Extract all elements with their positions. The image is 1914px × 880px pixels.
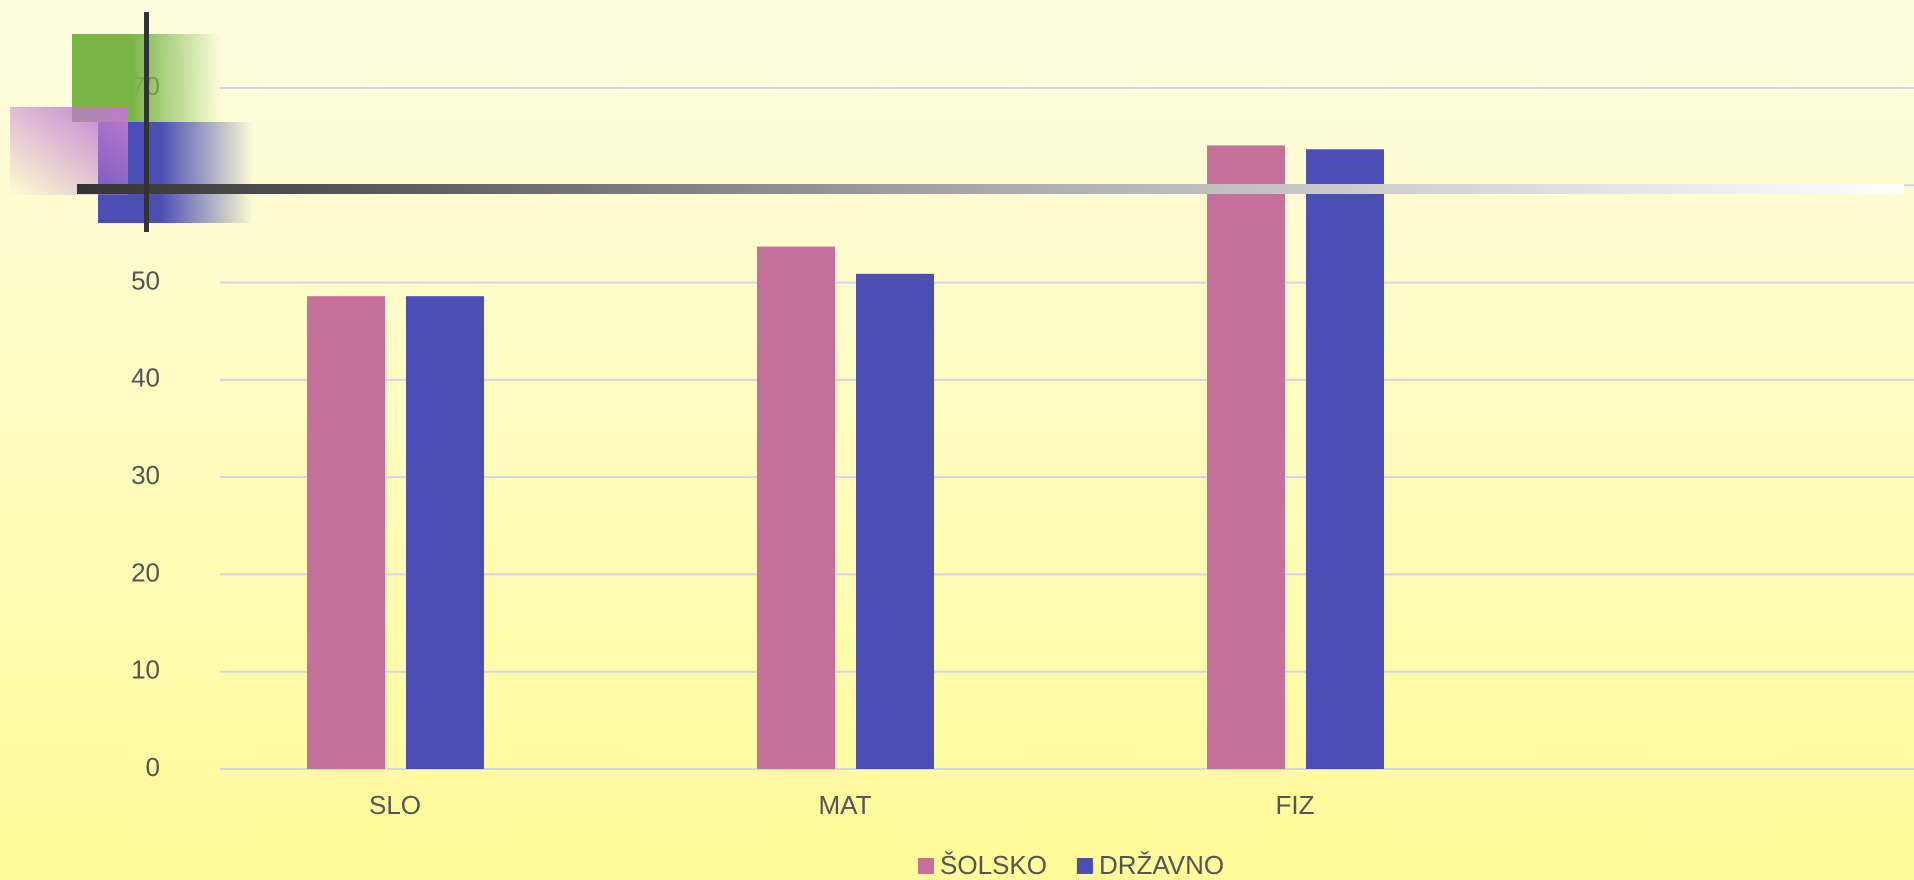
y-tick-label: 50 xyxy=(131,265,160,295)
legend-swatch xyxy=(918,858,934,874)
legend-swatch xyxy=(1076,858,1093,874)
bar xyxy=(406,296,484,769)
legend-label: ŠOLSKO xyxy=(940,850,1047,880)
y-tick-label: 10 xyxy=(131,655,160,685)
x-tick-label: FIZ xyxy=(1276,790,1315,820)
bar xyxy=(1207,145,1285,770)
legend-label: DRŽAVNO xyxy=(1099,850,1224,880)
x-tick-label: SLO xyxy=(369,790,421,820)
y-tick-label: 30 xyxy=(131,460,160,490)
decoration xyxy=(144,12,149,232)
decoration xyxy=(10,107,128,195)
bar xyxy=(856,273,934,769)
bar xyxy=(1306,149,1384,770)
y-tick-label: 20 xyxy=(131,557,160,587)
decoration xyxy=(77,184,1904,194)
x-tick-label: MAT xyxy=(819,790,872,820)
bar xyxy=(307,296,385,769)
y-tick-label: 40 xyxy=(131,363,160,393)
y-tick-label: 0 xyxy=(146,752,160,782)
bar xyxy=(757,246,835,770)
